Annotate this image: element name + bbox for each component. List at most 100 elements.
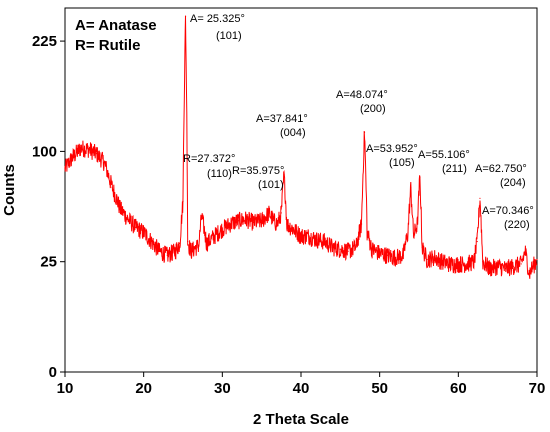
x-tick-label: 20 xyxy=(135,380,152,397)
y-tick-label: 100 xyxy=(32,143,57,160)
peak-hkl-label: (204) xyxy=(500,177,526,189)
data-point xyxy=(253,221,255,223)
xrd-trace xyxy=(64,15,538,279)
y-tick-label: 25 xyxy=(40,254,57,271)
legend-item: A= Anatase xyxy=(75,17,157,34)
peak-label: A=37.841° xyxy=(256,113,308,125)
data-point xyxy=(426,258,428,261)
data-point xyxy=(504,267,507,270)
data-point xyxy=(283,174,285,176)
data-point xyxy=(412,235,415,237)
data-point xyxy=(237,220,239,222)
x-axis-title: 2 Theta Scale xyxy=(253,411,349,428)
data-point xyxy=(201,215,203,217)
data-point xyxy=(292,228,294,230)
data-point xyxy=(245,218,247,220)
peak-label: A=53.952° xyxy=(366,143,418,155)
data-point xyxy=(497,265,499,267)
data-point xyxy=(355,246,357,248)
data-point xyxy=(286,223,288,225)
data-point xyxy=(476,240,478,243)
data-point xyxy=(206,242,208,244)
data-point xyxy=(379,252,381,254)
peak-hkl-label: (220) xyxy=(504,219,530,231)
x-tick-label: 60 xyxy=(450,380,467,397)
data-point xyxy=(331,246,334,248)
peak-hkl-label: (110) xyxy=(207,168,232,180)
peak-annotations: A= 25.325° (101) R=27.372° (110) R=35.975° (1… xyxy=(183,13,534,231)
legend: A= Anatase R= Rutile xyxy=(75,17,157,54)
data-point xyxy=(449,263,452,265)
data-point xyxy=(360,223,363,225)
data-point xyxy=(221,228,223,230)
data-point xyxy=(272,220,275,222)
data-point xyxy=(166,254,168,256)
data-point xyxy=(316,239,318,241)
data-point xyxy=(72,156,74,158)
peak-hkl-label: (211) xyxy=(442,163,467,175)
data-point xyxy=(261,220,263,222)
data-point xyxy=(187,240,189,243)
data-point xyxy=(198,244,200,246)
plot-area xyxy=(64,7,538,373)
peak-hkl-label: (101) xyxy=(216,30,242,42)
data-point xyxy=(536,258,538,261)
data-point xyxy=(402,254,404,256)
peak-label: R=35.975° xyxy=(232,165,284,177)
data-point xyxy=(421,246,423,248)
data-point xyxy=(482,261,484,263)
peak-label: R=27.372° xyxy=(183,153,235,165)
data-point xyxy=(143,231,145,234)
x-tick-label: 70 xyxy=(529,380,546,397)
data-point xyxy=(158,250,160,252)
y-tick-label: 0 xyxy=(49,364,57,381)
peak-label: A=70.346° xyxy=(482,205,534,217)
data-point xyxy=(386,254,389,256)
data-point xyxy=(512,265,515,267)
data-point xyxy=(465,263,467,265)
data-point xyxy=(520,263,522,265)
data-point xyxy=(363,131,366,133)
data-point xyxy=(268,212,270,214)
peak-hkl-label: (004) xyxy=(280,127,306,139)
data-point xyxy=(179,242,181,244)
data-point xyxy=(473,261,475,263)
data-point xyxy=(347,250,349,252)
data-point xyxy=(394,256,396,258)
data-point xyxy=(300,235,302,237)
x-tick-label: 40 xyxy=(293,380,310,397)
data-point xyxy=(442,261,444,263)
x-tick-label: 30 xyxy=(214,380,231,397)
data-point xyxy=(479,197,481,199)
data-point xyxy=(127,218,129,220)
data-point xyxy=(419,176,421,178)
x-tick-label: 10 xyxy=(57,380,74,397)
y-axis: 0 25 100 225 xyxy=(32,33,65,381)
data-point xyxy=(229,223,231,225)
data-point xyxy=(324,240,326,243)
data-point xyxy=(528,272,530,274)
data-point xyxy=(416,223,419,225)
data-point xyxy=(407,231,409,234)
x-axis: 10 20 30 40 50 60 70 xyxy=(57,372,546,397)
data-point xyxy=(276,223,278,225)
data-point xyxy=(410,186,412,189)
data-point xyxy=(366,231,368,234)
y-axis-title: Counts xyxy=(1,164,18,216)
data-point xyxy=(174,250,176,252)
data-point xyxy=(95,153,98,155)
data-point xyxy=(150,240,153,243)
series-layer xyxy=(64,15,538,279)
peak-label: A=62.750° xyxy=(475,163,527,175)
data-point xyxy=(103,162,105,164)
data-point xyxy=(308,235,310,237)
data-point xyxy=(524,250,526,252)
data-point xyxy=(280,212,282,214)
data-point xyxy=(213,235,216,237)
x-tick-label: 50 xyxy=(371,380,388,397)
peak-hkl-label: (101) xyxy=(258,179,284,191)
data-point xyxy=(434,256,436,258)
data-point xyxy=(457,263,459,265)
data-point xyxy=(88,148,90,150)
